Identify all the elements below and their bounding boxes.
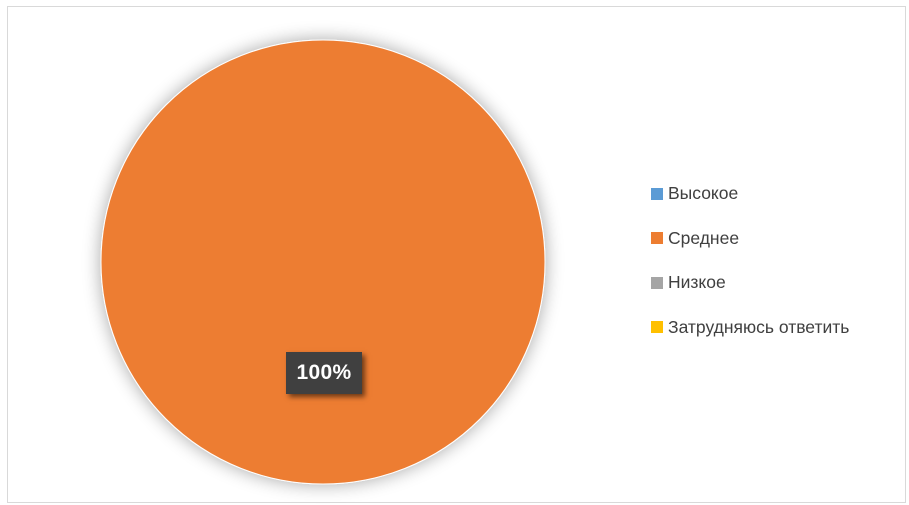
legend-label: Затрудняюсь ответить	[668, 316, 850, 337]
legend-label: Высокое	[668, 183, 739, 203]
legend-label: Среднее	[668, 227, 740, 248]
legend-swatch	[651, 232, 663, 244]
pie-slice-1	[100, 39, 546, 485]
legend-item-nizkoe: Низкое	[651, 271, 849, 294]
data-label-srednee: 100%	[286, 352, 362, 394]
legend-item-zatrudnyayus-otvetit: Затрудняюсь ответить	[651, 316, 849, 339]
data-label-text: 100%	[296, 361, 352, 384]
legend-swatch	[651, 276, 663, 289]
legend-swatch	[651, 321, 663, 333]
legend-label: Низкое	[668, 272, 726, 292]
legend: Высокое Среднее Низкое Затрудняюсь ответ…	[651, 182, 849, 360]
legend-swatch	[651, 187, 663, 200]
legend-item-vysokoe: Высокое	[651, 182, 849, 205]
legend-item-srednee: Среднее	[651, 227, 849, 250]
